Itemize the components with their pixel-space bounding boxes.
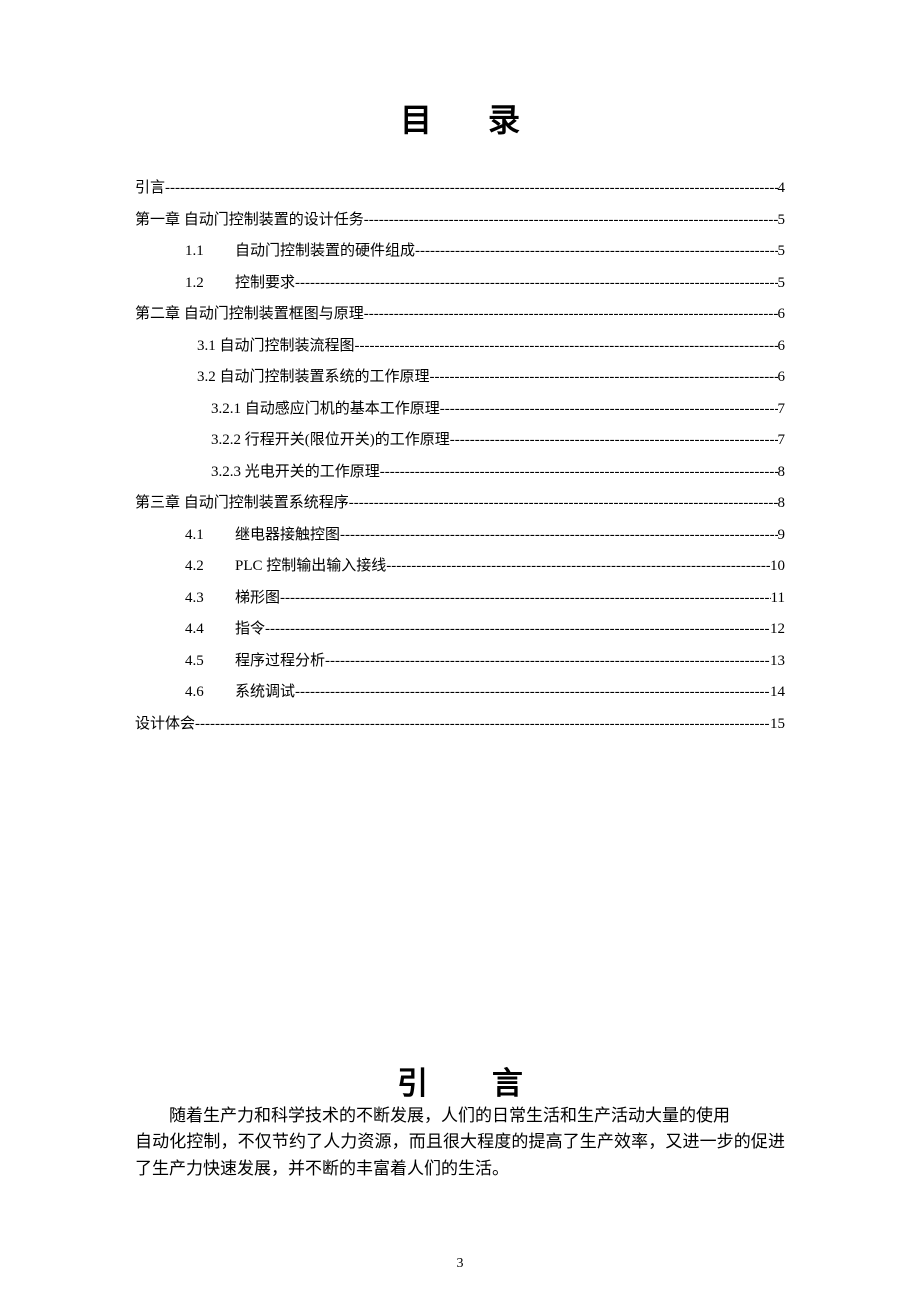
toc-leader-dashes: ----------------------------------------… — [440, 394, 778, 426]
toc-entry: 4.4指令-----------------------------------… — [135, 614, 785, 646]
toc-entry-page: 7 — [778, 394, 786, 426]
toc-entry-page: 8 — [778, 457, 786, 489]
toc-entry-label: 引言 — [135, 173, 165, 205]
toc-entry: 1.2控制要求---------------------------------… — [135, 268, 785, 300]
toc-entry: 3.2.2 行程开关(限位开关)的工作原理-------------------… — [135, 425, 785, 457]
toc-leader-dashes: ----------------------------------------… — [349, 488, 778, 520]
toc-entry: 3.2 自动门控制装置系统的工作原理----------------------… — [135, 362, 785, 394]
toc-entry: 3.1 自动门控制装流程图---------------------------… — [135, 331, 785, 363]
toc-entry-page: 4 — [778, 173, 786, 205]
toc-entry-page: 9 — [778, 520, 786, 552]
toc-entry-page: 6 — [778, 331, 786, 363]
toc-entry-label: 4.4指令 — [185, 614, 265, 646]
toc-entry: 4.3梯形图----------------------------------… — [135, 583, 785, 615]
toc-entry: 4.1继电器接触控图 -----------------------------… — [135, 520, 785, 552]
toc-entry-label: 3.2.1 自动感应门机的基本工作原理 — [211, 394, 440, 426]
toc-leader-dashes: ----------------------------------------… — [295, 268, 777, 300]
toc-entry-label: 3.2.2 行程开关(限位开关)的工作原理 — [211, 425, 450, 457]
spacer — [135, 740, 785, 1058]
toc-entry-label: 4.3梯形图 — [185, 583, 280, 615]
toc-leader-dashes: ----------------------------------------… — [430, 362, 778, 394]
toc-entry-page: 8 — [778, 488, 786, 520]
toc-entry: 3.2.3 光电开关的工作原理-------------------------… — [135, 457, 785, 489]
toc-entry-page: 5 — [778, 236, 786, 268]
toc-leader-dashes: ----------------------------------------… — [295, 677, 770, 709]
intro-paragraph-line2: 自动化控制，不仅节约了人力资源，而且很大程度的提高了生产效率，又进一步的促进了生… — [135, 1129, 785, 1182]
toc-leader-dashes: ----------------------------------------… — [280, 583, 771, 615]
toc-list: 引言--------------------------------------… — [135, 173, 785, 740]
toc-entry-page: 5 — [778, 268, 786, 300]
intro-title: 引 言 — [135, 1058, 785, 1103]
toc-entry-page: 6 — [778, 362, 786, 394]
toc-entry-label: 设计体会 — [135, 709, 195, 741]
toc-leader-dashes: ----------------------------------------… — [355, 331, 778, 363]
toc-title: 目 录 — [135, 95, 785, 141]
toc-entry-label: 1.1自动门控制装置的硬件组成 — [185, 236, 415, 268]
toc-entry-label: 3.2 自动门控制装置系统的工作原理 — [197, 362, 430, 394]
toc-entry: 第一章 自动门控制装置的设计任务------------------------… — [135, 205, 785, 237]
toc-entry-page: 5 — [778, 205, 786, 237]
toc-entry-number: 1.2 — [185, 268, 235, 300]
toc-entry-page: 15 — [770, 709, 785, 741]
toc-leader-dashes: ----------------------------------------… — [195, 709, 770, 741]
toc-entry: 设计体会------------------------------------… — [135, 709, 785, 741]
toc-entry-label: 第一章 自动门控制装置的设计任务 — [135, 205, 364, 237]
toc-entry: 3.2.1 自动感应门机的基本工作原理---------------------… — [135, 394, 785, 426]
toc-entry: 第二章 自动门控制装置框图与原理------------------------… — [135, 299, 785, 331]
toc-leader-dashes: ----------------------------------------… — [450, 425, 778, 457]
toc-entry-label: 4.2PLC 控制输出输入接线 — [185, 551, 386, 583]
toc-entry: 4.2PLC 控制输出输入接线-------------------------… — [135, 551, 785, 583]
toc-entry-label: 4.6系统调试 — [185, 677, 295, 709]
toc-entry-page: 10 — [770, 551, 785, 583]
toc-leader-dashes: ----------------------------------------… — [325, 646, 770, 678]
toc-entry-label: 3.2.3 光电开关的工作原理 — [211, 457, 380, 489]
toc-entry-number: 1.1 — [185, 236, 235, 268]
intro-paragraph-line1: 随着生产力和科学技术的不断发展，人们的日常生活和生产活动大量的使用 — [135, 1103, 785, 1129]
toc-leader-dashes: ----------------------------------------… — [340, 520, 777, 552]
toc-entry-label: 4.5程序过程分析 — [185, 646, 325, 678]
toc-leader-dashes: ----------------------------------------… — [364, 299, 778, 331]
toc-entry-number: 4.6 — [185, 677, 235, 709]
toc-entry-page: 11 — [771, 583, 785, 615]
toc-entry: 第三章 自动门控制装置系统程序-------------------------… — [135, 488, 785, 520]
toc-leader-dashes: ----------------------------------------… — [364, 205, 778, 237]
toc-leader-dashes: ----------------------------------------… — [265, 614, 770, 646]
toc-entry-number: 4.4 — [185, 614, 235, 646]
toc-entry: 4.5程序过程分析-------------------------------… — [135, 646, 785, 678]
toc-entry: 4.6系统调试---------------------------------… — [135, 677, 785, 709]
toc-leader-dashes: ----------------------------------------… — [165, 173, 777, 205]
toc-entry-page: 6 — [778, 299, 786, 331]
toc-entry-page: 13 — [770, 646, 785, 678]
toc-entry-number: 4.2 — [185, 551, 235, 583]
toc-leader-dashes: ----------------------------------------… — [415, 236, 777, 268]
toc-leader-dashes: ----------------------------------------… — [380, 457, 778, 489]
toc-entry-number: 4.3 — [185, 583, 235, 615]
toc-entry-label: 第三章 自动门控制装置系统程序 — [135, 488, 349, 520]
toc-entry-label: 第二章 自动门控制装置框图与原理 — [135, 299, 364, 331]
toc-entry: 1.1自动门控制装置的硬件组成-------------------------… — [135, 236, 785, 268]
toc-entry-page: 14 — [770, 677, 785, 709]
toc-entry-page: 7 — [778, 425, 786, 457]
toc-entry-number: 4.5 — [185, 646, 235, 678]
toc-entry-number: 4.1 — [185, 520, 235, 552]
page-number: 3 — [0, 1256, 920, 1272]
toc-entry-page: 12 — [770, 614, 785, 646]
toc-entry: 引言--------------------------------------… — [135, 173, 785, 205]
toc-entry-label: 3.1 自动门控制装流程图 — [197, 331, 355, 363]
toc-entry-label: 1.2控制要求 — [185, 268, 295, 300]
toc-leader-dashes: ----------------------------------------… — [386, 551, 770, 583]
toc-entry-label: 4.1继电器接触控图 — [185, 520, 340, 552]
